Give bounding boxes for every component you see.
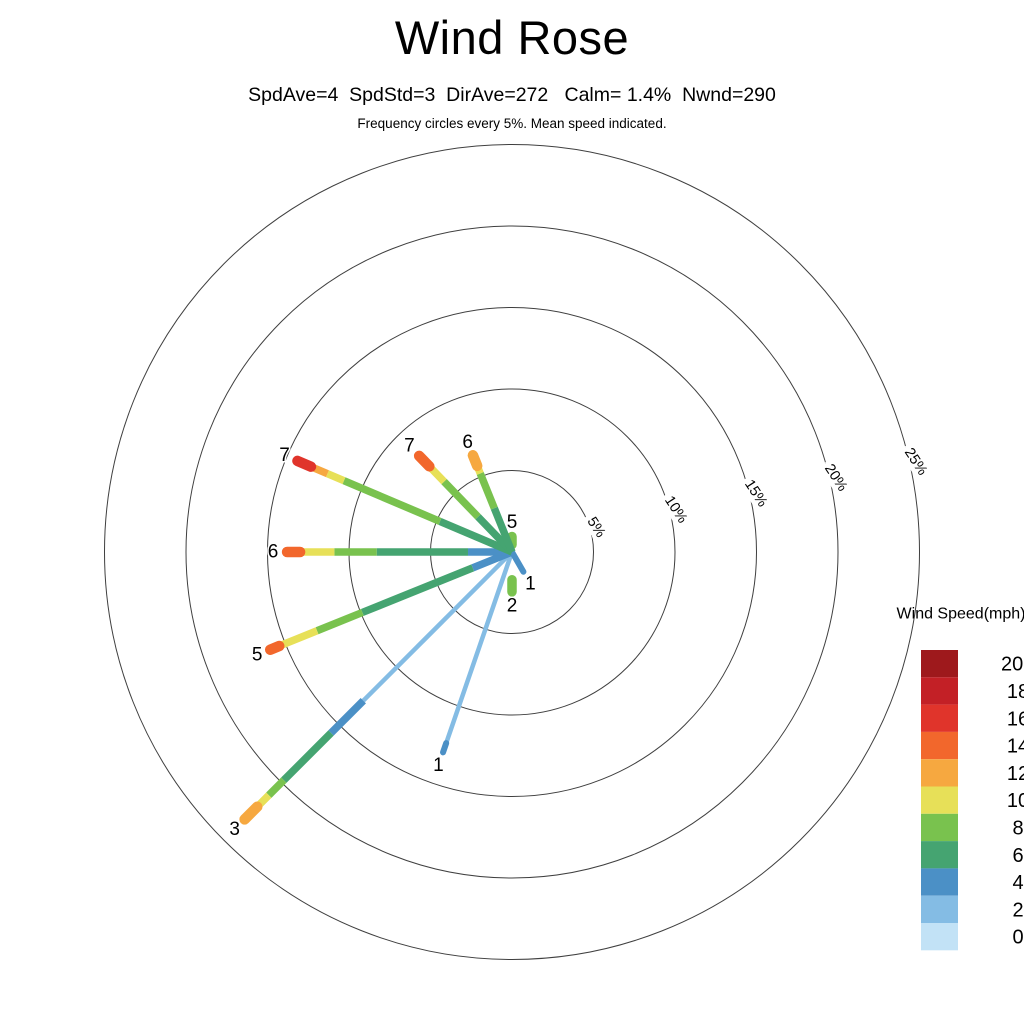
spoke-293-segment-speed-10 <box>325 470 346 485</box>
legend-label-12: 12 <box>1007 763 1024 785</box>
spoke-150-segment-speed-4 <box>509 549 527 575</box>
stats-subtitle: SpdAve=4 SpdStd=3 DirAve=272 Calm= 1.4% … <box>248 84 776 106</box>
frequency-ring-25 <box>104 144 920 960</box>
legend-swatch-4 <box>921 868 958 896</box>
spoke-338-segment-speed-6 <box>490 506 516 554</box>
legend-swatch-0 <box>921 923 958 951</box>
legend-label-16: 16 <box>1007 708 1024 730</box>
spoke-199-segment-speed-2 <box>444 551 515 744</box>
spoke-316-mean-speed-label: 7 <box>404 435 415 456</box>
spoke-248-segment-speed-6 <box>360 564 475 616</box>
legend-label-14: 14 <box>1007 736 1024 758</box>
ring-label-15: 15% <box>741 477 770 510</box>
legend-label-20+: 20+ <box>1001 654 1024 676</box>
frequency-note: Frequency circles every 5%. Mean speed i… <box>357 116 667 131</box>
legend-label-0: 0 <box>1012 927 1023 949</box>
spoke-150-mean-speed-label: 1 <box>525 573 536 594</box>
legend-swatch-12 <box>921 759 958 787</box>
spoke-248-mean-speed-label: 5 <box>252 644 263 665</box>
ring-label-25: 25% <box>901 445 930 478</box>
spoke-199-mean-speed-label: 1 <box>433 755 444 776</box>
ring-label-5: 5% <box>584 514 609 540</box>
spoke-293-segment-speed-16 <box>292 455 317 472</box>
spoke-180-mean-speed-label: 2 <box>507 595 518 616</box>
legend-label-6: 6 <box>1012 845 1023 867</box>
legend-swatch-18 <box>921 677 958 705</box>
spoke-316-segment-speed-8 <box>441 479 481 520</box>
spoke-248-segment-speed-8 <box>315 608 364 635</box>
spoke-225-segment-speed-4 <box>328 698 366 736</box>
spoke-338-mean-speed-label: 6 <box>462 432 473 453</box>
legend-label-2: 2 <box>1012 899 1023 921</box>
frequency-ring-20 <box>185 225 839 879</box>
spoke-293-segment-speed-8 <box>342 477 442 525</box>
legend-swatch-2 <box>921 895 958 923</box>
frequency-ring-15 <box>267 307 757 797</box>
legend-swatch-16 <box>921 704 958 732</box>
spoke-248-segment-speed-10 <box>277 627 319 650</box>
spoke-0-mean-speed-label: 5 <box>507 512 518 533</box>
spoke-225-segment-speed-8 <box>266 777 287 798</box>
spoke-225-segment-speed-2 <box>361 550 514 703</box>
spoke-338-segment-speed-8 <box>476 472 498 510</box>
spoke-225-segment-speed-6 <box>281 730 334 783</box>
spoke-225-segment-speed-12 <box>239 801 263 825</box>
spoke-270-mean-speed-label: 6 <box>268 542 279 563</box>
legend-swatch-20+ <box>921 650 958 678</box>
legend-swatch-6 <box>921 841 958 869</box>
legend-swatch-8 <box>921 813 958 842</box>
legend-label-18: 18 <box>1007 681 1024 703</box>
spoke-248-segment-speed-14 <box>264 640 285 655</box>
spoke-293-mean-speed-label: 7 <box>279 445 290 466</box>
spoke-316-segment-speed-14 <box>413 450 435 472</box>
spoke-293-segment-speed-6 <box>438 517 514 556</box>
legend-label-8: 8 <box>1012 817 1023 839</box>
spoke-225-mean-speed-label: 3 <box>229 819 240 840</box>
legend-title: Wind Speed(mph) <box>897 606 1024 623</box>
ring-label-20: 20% <box>821 461 850 494</box>
spoke-338-segment-speed-12 <box>467 450 483 472</box>
spoke-199-segment-speed-4 <box>440 740 450 756</box>
page-title: Wind Rose <box>394 11 630 64</box>
legend-label-10: 10 <box>1007 790 1024 812</box>
ring-label-10: 10% <box>661 493 690 526</box>
legend-swatch-10 <box>921 786 958 814</box>
legend-swatch-14 <box>921 731 958 760</box>
legend-label-4: 4 <box>1012 872 1023 894</box>
